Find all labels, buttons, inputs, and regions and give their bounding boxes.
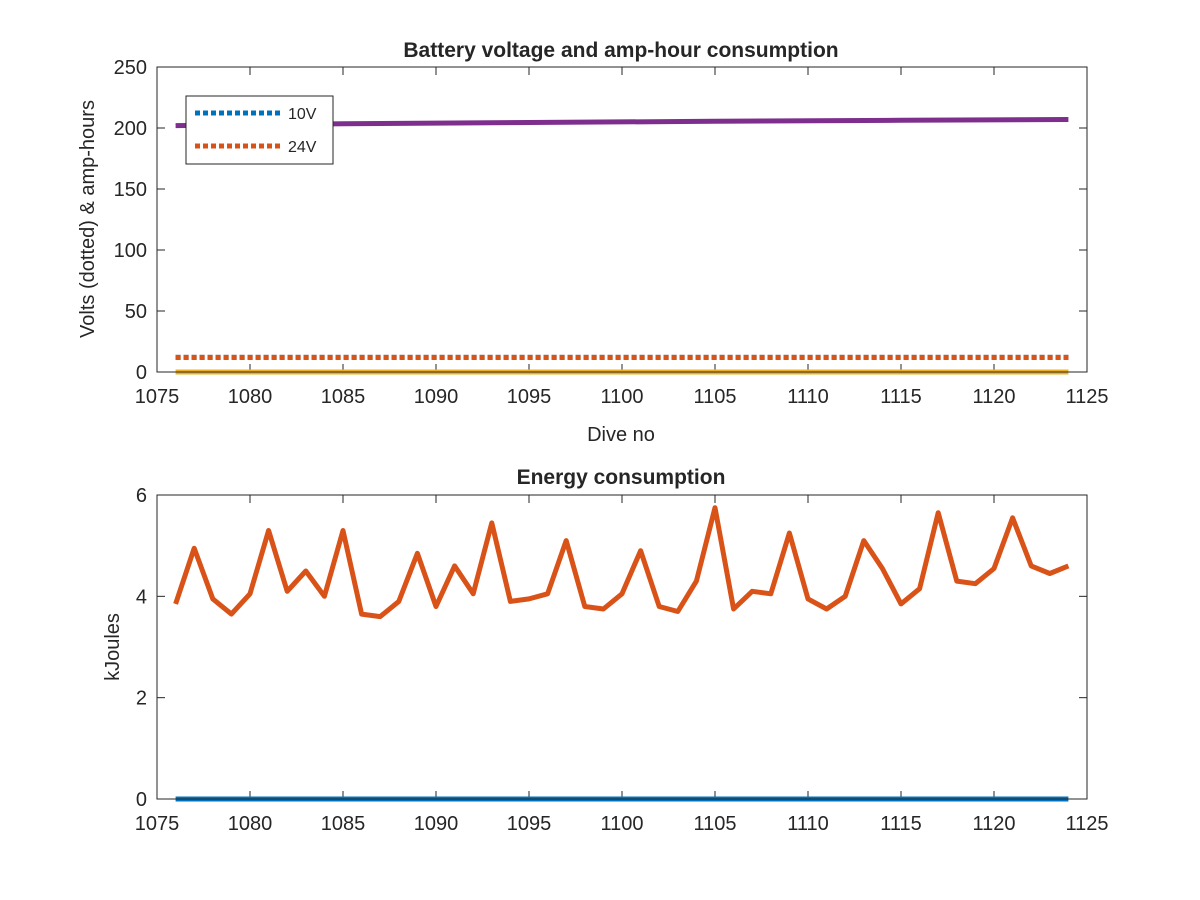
bottom-chart-frame <box>156 494 1088 800</box>
bottom-chart-title: Energy consumption <box>517 466 726 489</box>
bottom-chart: Energy consumption kJoules 1075 1080 1085 1… <box>102 466 1109 835</box>
bottom-chart-xtick-label: 1105 <box>693 813 736 835</box>
bottom-chart-ytick-label: 4 <box>136 586 147 608</box>
top-chart-xtick-label: 1125 <box>1065 386 1108 408</box>
top-chart-frame <box>156 66 1088 373</box>
bottom-chart-ylabel: kJoules <box>102 613 124 681</box>
top-chart-ylabel: Volts (dotted) & amp-hours <box>77 100 99 338</box>
top-chart-xtick-label: 1100 <box>600 386 643 408</box>
top-chart-xtick-label: 1120 <box>972 386 1015 408</box>
bottom-chart-xtick-label: 1100 <box>600 813 643 835</box>
bottom-chart-ytick-label: 2 <box>136 688 147 710</box>
top-chart-ytick-label: 50 <box>125 301 147 323</box>
top-chart: Battery voltage and amp-hour consumption… <box>77 39 1109 446</box>
top-chart-xtick-label: 1090 <box>414 386 459 408</box>
bottom-chart-xtick-label: 1090 <box>414 813 459 835</box>
bottom-chart-ytick-label: 0 <box>136 789 147 811</box>
top-chart-xtick-label: 1105 <box>693 386 736 408</box>
bottom-chart-xtick-label: 1080 <box>228 813 273 835</box>
top-chart-ytick-label: 150 <box>114 179 147 201</box>
top-chart-xtick-label: 1080 <box>228 386 273 408</box>
bottom-chart-ytick-label: 6 <box>136 485 147 507</box>
legend: 10V 24V <box>185 95 334 165</box>
top-chart-xtick-label: 1085 <box>321 386 366 408</box>
bottom-chart-xtick-label: 1095 <box>507 813 552 835</box>
top-chart-ytick-label: 100 <box>114 240 147 262</box>
bottom-chart-line-series-1 <box>173 505 1070 620</box>
top-chart-xtick-label: 1115 <box>880 386 922 408</box>
top-chart-title: Battery voltage and amp-hour consumption <box>403 39 838 62</box>
bottom-chart-xtick-label: 1125 <box>1065 813 1108 835</box>
bottom-chart-ticks: 1075 1080 1085 1090 1095 1100 1105 1110 1115 1120… <box>135 485 1109 835</box>
top-chart-xtick-label: 1110 <box>787 386 829 408</box>
bottom-chart-xtick-label: 1075 <box>135 813 180 835</box>
bottom-chart-xtick-label: 1120 <box>972 813 1015 835</box>
top-chart-ytick-label: 250 <box>114 57 147 79</box>
top-chart-xlabel: Dive no <box>587 424 655 446</box>
legend-label-10v: 10V <box>288 106 317 123</box>
top-chart-xtick-label: 1095 <box>507 386 552 408</box>
top-chart-xtick-label: 1075 <box>135 386 180 408</box>
top-chart-ytick-label: 200 <box>114 118 147 140</box>
legend-box <box>185 95 334 165</box>
legend-label-24v: 24V <box>288 139 317 156</box>
top-chart-ytick-label: 0 <box>136 362 147 384</box>
bottom-chart-xtick-label: 1115 <box>880 813 922 835</box>
bottom-chart-xtick-label: 1085 <box>321 813 366 835</box>
top-chart-ticks: 1075 1080 1085 1090 1095 1100 1105 1110 1115 1120… <box>114 57 1109 408</box>
bottom-chart-xtick-label: 1110 <box>787 813 829 835</box>
